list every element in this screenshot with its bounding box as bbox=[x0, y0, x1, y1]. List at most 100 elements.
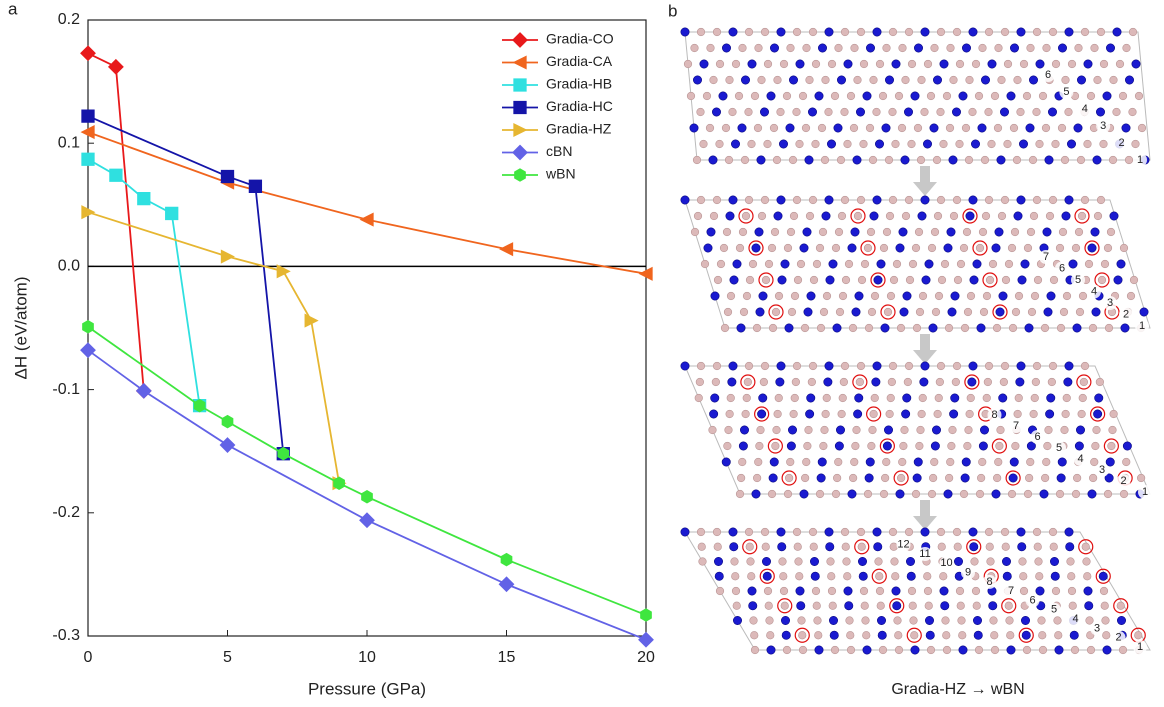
atom bbox=[1016, 107, 1025, 117]
atom bbox=[757, 409, 767, 419]
atom bbox=[889, 275, 899, 285]
atom bbox=[935, 377, 944, 387]
atom bbox=[835, 425, 845, 435]
atom bbox=[875, 586, 885, 596]
atom bbox=[760, 195, 770, 205]
highlight bbox=[1094, 272, 1110, 288]
atom bbox=[1080, 361, 1090, 371]
atom bbox=[1077, 75, 1087, 85]
atom bbox=[786, 227, 796, 237]
atom bbox=[738, 43, 747, 53]
atom bbox=[1023, 489, 1033, 499]
atom bbox=[965, 409, 974, 419]
atom bbox=[843, 139, 852, 149]
atom bbox=[816, 323, 826, 333]
atom bbox=[927, 243, 937, 253]
atom bbox=[961, 123, 971, 133]
atom bbox=[878, 645, 888, 655]
atom bbox=[1057, 457, 1067, 467]
atom bbox=[753, 123, 763, 133]
atom bbox=[865, 43, 875, 53]
atom bbox=[1112, 27, 1122, 37]
atom bbox=[760, 361, 770, 371]
atom bbox=[924, 615, 934, 625]
atom bbox=[860, 601, 869, 610]
x-axis-title: Pressure (GPa) bbox=[308, 679, 426, 698]
atom bbox=[847, 489, 857, 499]
atom bbox=[1035, 572, 1044, 581]
label-bg bbox=[1103, 296, 1117, 310]
atom bbox=[940, 259, 950, 269]
label-bg bbox=[1096, 119, 1111, 133]
atom bbox=[949, 75, 958, 85]
atom bbox=[853, 211, 863, 221]
atom bbox=[760, 527, 770, 537]
atom bbox=[855, 377, 864, 387]
atom bbox=[873, 542, 883, 552]
atom bbox=[937, 542, 946, 551]
atom bbox=[777, 275, 787, 285]
atom bbox=[1129, 275, 1139, 285]
atom bbox=[876, 259, 886, 269]
atom bbox=[965, 211, 975, 221]
site-label: 5 bbox=[1063, 86, 1069, 98]
atom bbox=[1093, 409, 1103, 419]
atom bbox=[1035, 59, 1045, 69]
atom bbox=[834, 227, 844, 237]
atom bbox=[1050, 556, 1060, 566]
label-bg bbox=[1087, 284, 1101, 299]
atom bbox=[920, 527, 930, 537]
atom bbox=[977, 123, 987, 133]
atom bbox=[1116, 601, 1125, 610]
atom bbox=[1107, 441, 1116, 451]
atom bbox=[968, 27, 978, 37]
atom bbox=[961, 457, 971, 467]
atom bbox=[840, 107, 849, 117]
atom bbox=[1043, 441, 1052, 451]
atom bbox=[711, 377, 720, 387]
atom bbox=[953, 275, 963, 285]
x-tick-label: 5 bbox=[223, 649, 232, 666]
marker bbox=[638, 266, 653, 281]
atom bbox=[1122, 43, 1131, 53]
atom bbox=[952, 195, 962, 205]
atom bbox=[819, 307, 829, 317]
atom bbox=[984, 527, 994, 537]
legend-marker bbox=[512, 55, 527, 70]
atom bbox=[1011, 441, 1020, 451]
atom bbox=[725, 211, 735, 221]
highlight bbox=[1076, 374, 1092, 390]
atom bbox=[896, 323, 906, 333]
atom bbox=[1073, 123, 1083, 133]
atom bbox=[875, 59, 885, 69]
cell-outline bbox=[684, 199, 1151, 329]
label-bg bbox=[982, 574, 997, 589]
highlight bbox=[1090, 406, 1106, 422]
atom bbox=[812, 601, 821, 610]
atom bbox=[1087, 243, 1097, 253]
atom bbox=[1078, 393, 1087, 403]
marker bbox=[165, 206, 179, 221]
atom bbox=[974, 645, 984, 655]
highlight bbox=[866, 406, 882, 422]
atom bbox=[1125, 75, 1135, 85]
atom bbox=[758, 393, 768, 403]
atom bbox=[766, 91, 776, 101]
atom bbox=[1058, 227, 1068, 237]
atom bbox=[709, 211, 719, 221]
atom bbox=[731, 59, 741, 69]
atom bbox=[1081, 542, 1090, 551]
atom bbox=[862, 631, 871, 640]
atom bbox=[1122, 441, 1132, 451]
atom bbox=[912, 323, 922, 333]
atom bbox=[764, 259, 774, 269]
atom bbox=[1038, 631, 1047, 640]
site-label: 7 bbox=[1043, 251, 1049, 263]
atom bbox=[993, 473, 1002, 483]
label-bg bbox=[987, 408, 1002, 422]
atom bbox=[1080, 195, 1090, 205]
atom bbox=[840, 361, 850, 371]
atom bbox=[749, 616, 758, 625]
atom bbox=[908, 259, 918, 269]
atom bbox=[859, 59, 869, 69]
